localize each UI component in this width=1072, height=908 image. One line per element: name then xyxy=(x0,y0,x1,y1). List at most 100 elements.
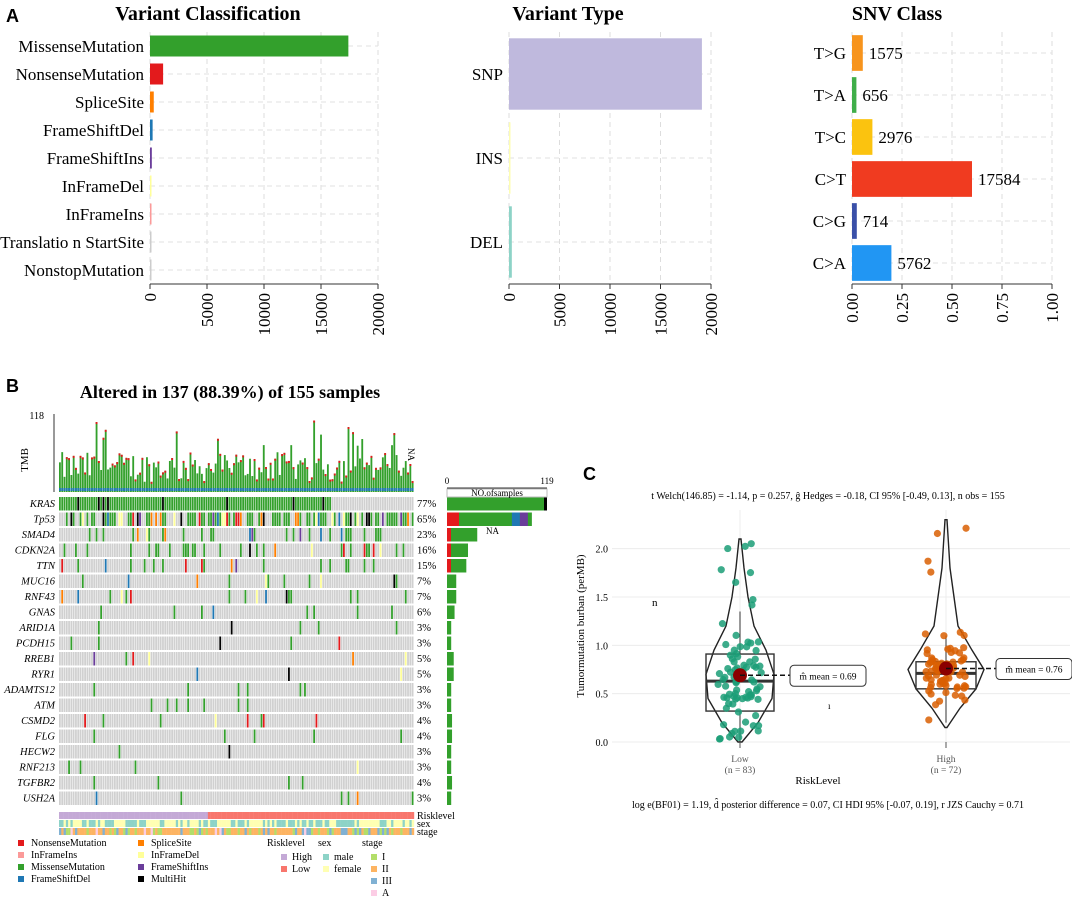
oncoplot-cell xyxy=(278,745,281,759)
oncoplot-cell xyxy=(91,497,93,511)
sample-count-bar xyxy=(447,745,452,759)
oncoplot-cell xyxy=(155,683,157,697)
oncoplot-cell xyxy=(178,745,180,759)
x-tick-label: 20000 xyxy=(369,293,388,336)
tmb-bar-base xyxy=(159,488,162,491)
oncoplot-cell xyxy=(150,543,153,557)
oncoplot-cell xyxy=(347,543,350,557)
tmb-bar-top xyxy=(219,453,222,456)
oncoplot-cell xyxy=(244,776,247,790)
annotation-cell xyxy=(372,828,376,835)
oncoplot-cell xyxy=(233,528,235,542)
oncoplot-cell xyxy=(104,745,107,759)
gene-label: ATM xyxy=(33,701,56,712)
oncoplot-cell xyxy=(249,683,251,697)
oncoplot-cell xyxy=(180,636,183,650)
annotation-cell xyxy=(384,828,387,835)
oncoplot-cell xyxy=(272,497,274,511)
oncoplot-cell xyxy=(352,543,354,557)
oncoplot-cell xyxy=(326,528,329,542)
oncoplot-cell xyxy=(246,729,249,743)
oncoplot-cell xyxy=(404,729,407,743)
oncoplot-cell xyxy=(361,698,364,712)
oncoplot-cell xyxy=(118,512,121,526)
oncoplot-cell xyxy=(139,497,141,511)
oncoplot-cell xyxy=(338,776,341,790)
oncoplot-cell xyxy=(262,714,265,728)
oncoplot-cell xyxy=(116,621,119,635)
oncoplot-cell xyxy=(212,683,215,697)
oncoplot-cell xyxy=(230,760,233,774)
annotation-cell xyxy=(388,828,392,835)
oncoplot-cell xyxy=(205,791,208,805)
oncoplot-cell xyxy=(310,497,313,511)
oncoplot-cell xyxy=(317,714,320,728)
annotation-cell xyxy=(260,828,264,835)
data-point xyxy=(951,691,959,699)
oncoplot-cell xyxy=(393,729,396,743)
oncoplot-cell xyxy=(283,574,286,588)
oncoplot-cell xyxy=(65,574,68,588)
oncoplot-cell xyxy=(235,636,238,650)
tmb-bar-base xyxy=(391,488,393,491)
oncoplot-cell xyxy=(333,729,336,743)
tmb-bar xyxy=(111,463,114,492)
data-point xyxy=(960,644,968,652)
oncoplot-cell xyxy=(123,512,125,526)
oncoplot-cell xyxy=(379,528,382,542)
oncoplot-cell xyxy=(116,590,119,604)
oncoplot-cell xyxy=(217,605,219,619)
oncoplot-cell xyxy=(372,745,375,759)
oncoplot-cell xyxy=(212,791,215,805)
oncoplot-cell xyxy=(409,760,412,774)
oncoplot-cell xyxy=(381,683,384,697)
tmb-bar xyxy=(72,455,75,492)
oncoplot-cell xyxy=(59,543,61,557)
oncoplot-cell xyxy=(65,559,68,573)
oncoplot-cell xyxy=(404,528,407,542)
oncoplot-cell xyxy=(217,745,219,759)
oncoplot-cell xyxy=(388,590,391,604)
oncoplot-cell xyxy=(272,698,274,712)
annotation-cell xyxy=(205,828,209,835)
tmb-bar-base xyxy=(276,488,279,491)
oncoplot-cell xyxy=(125,791,128,805)
annotation-cell xyxy=(88,828,92,835)
oncoplot-cell xyxy=(79,559,82,573)
oncoplot-cell xyxy=(345,605,348,619)
oncoplot-cell xyxy=(297,698,299,712)
oncoplot-cell xyxy=(359,590,361,604)
oncoplot-cell xyxy=(262,528,265,542)
oncoplot-cell xyxy=(308,512,311,526)
oncoplot-cell xyxy=(113,543,116,557)
category-label: SpliceSite xyxy=(75,93,144,112)
oncoplot-cell xyxy=(285,760,288,774)
oncoplot-cell xyxy=(402,745,405,759)
oncoplot-cell xyxy=(384,636,387,650)
oncoplot-cell xyxy=(148,714,151,728)
oncoplot-cell xyxy=(244,745,247,759)
oncoplot-cell xyxy=(278,791,281,805)
oncoplot-cell xyxy=(299,559,302,573)
tmb-bar-top xyxy=(157,461,160,464)
oncoplot-cell xyxy=(81,760,84,774)
oncoplot-cell xyxy=(184,559,187,573)
oncoplot-cell xyxy=(294,590,297,604)
oncoplot-cell xyxy=(361,574,364,588)
oncoplot-cell xyxy=(269,698,272,712)
oncoplot-cell xyxy=(141,791,144,805)
oncoplot-cell xyxy=(267,559,270,573)
oncoplot-cell xyxy=(102,497,105,511)
oncoplot-cell xyxy=(162,497,164,511)
oncoplot-cell xyxy=(384,621,387,635)
oncoplot-cell xyxy=(134,652,137,666)
oncoplot-cell xyxy=(381,605,384,619)
annotation-cell xyxy=(397,820,401,827)
oncoplot-cell xyxy=(79,574,82,588)
oncoplot-cell xyxy=(267,497,270,511)
oncoplot-cell xyxy=(329,745,332,759)
oncoplot-cell xyxy=(210,652,212,666)
oncoplot-cell xyxy=(68,528,70,542)
oncoplot-cell xyxy=(251,621,254,635)
oncoplot-cell xyxy=(210,698,212,712)
